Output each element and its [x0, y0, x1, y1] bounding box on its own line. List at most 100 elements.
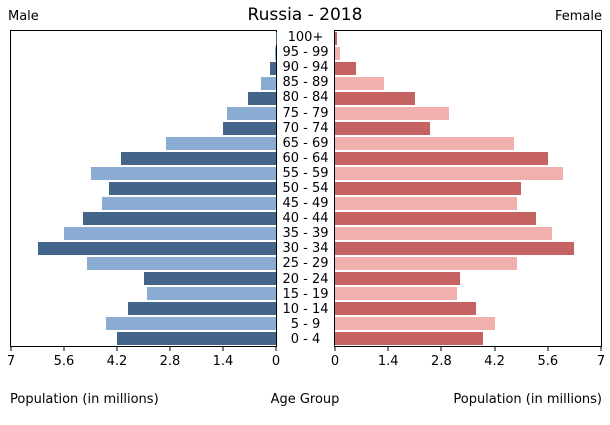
female-bar-row: [335, 121, 601, 136]
x-tick: [440, 346, 442, 351]
x-tick-label: 1.4: [212, 354, 234, 369]
male-bar-15-19: [147, 287, 276, 300]
female-bar-90-94: [335, 62, 357, 75]
male-bar-40-44: [82, 212, 276, 225]
age-group-label-35-39: 35 - 39: [282, 226, 329, 242]
male-header-label: Male: [8, 9, 39, 24]
male-bar-row: [11, 136, 276, 151]
male-bar-0-4: [117, 332, 276, 345]
male-bar-row: [11, 256, 276, 271]
male-bar-row: [11, 331, 276, 346]
female-bar-row: [335, 256, 601, 271]
female-bar-80-84: [335, 92, 415, 105]
male-bar-row: [11, 181, 276, 196]
female-bar-20-24: [335, 272, 461, 285]
male-bar-row: [11, 91, 276, 106]
male-bar-row: [11, 241, 276, 256]
female-bar-85-89: [335, 77, 385, 90]
x-tick: [494, 346, 496, 351]
x-tick-label: 5.6: [537, 354, 559, 369]
x-tick-label: 0: [330, 354, 340, 369]
x-tick-label: 5.6: [53, 354, 75, 369]
female-bar-row: [335, 106, 601, 121]
male-bar-row: [11, 106, 276, 121]
male-bar-55-59: [90, 167, 276, 180]
female-bar-25-29: [335, 257, 518, 270]
age-group-label-0-4: 0 - 4: [290, 331, 321, 347]
age-group-label-50-54: 50 - 54: [282, 180, 329, 196]
x-tick-label: 7: [596, 354, 606, 369]
age-group-label-60-64: 60 - 64: [282, 150, 329, 166]
female-bar-row: [335, 211, 601, 226]
male-bar-10-14: [128, 302, 276, 315]
female-bar-row: [335, 151, 601, 166]
male-bar-50-54: [109, 182, 276, 195]
female-bar-row: [335, 271, 601, 286]
male-bar-65-69: [166, 137, 276, 150]
x-axis-labels-row: Population (in millions) Age Group Popul…: [0, 392, 610, 412]
male-bars-container: [11, 31, 276, 346]
female-bar-row: [335, 301, 601, 316]
x-tick-label: 4.2: [484, 354, 505, 369]
x-tick-label: 2.8: [159, 354, 181, 369]
x-tick: [387, 346, 389, 351]
age-group-label-15-19: 15 - 19: [282, 286, 329, 302]
male-bar-45-49: [101, 197, 276, 210]
female-bar-100+: [335, 32, 337, 45]
female-bar-55-59: [335, 167, 563, 180]
male-bar-75-79: [226, 107, 276, 120]
age-group-label-20-24: 20 - 24: [282, 271, 329, 287]
x-tick: [116, 346, 118, 351]
female-bar-row: [335, 91, 601, 106]
x-tick: [547, 346, 549, 351]
female-header-label: Female: [554, 9, 602, 24]
female-bar-10-14: [335, 302, 476, 315]
age-group-label-90-94: 90 - 94: [282, 60, 329, 76]
x-tick-label: 1.4: [377, 354, 399, 369]
female-bar-65-69: [335, 137, 514, 150]
female-bar-row: [335, 46, 601, 61]
age-group-label-85-89: 85 - 89: [282, 75, 329, 91]
male-chart-area: 0 1.4 2.8 4.2 5.6 7: [7, 30, 280, 369]
male-bar-35-39: [64, 227, 276, 240]
age-group-label-95-99: 95 - 99: [282, 45, 329, 61]
male-bar-30-34: [37, 242, 276, 255]
x-tick: [600, 346, 602, 351]
male-bar-row: [11, 76, 276, 91]
female-bar-row: [335, 181, 601, 196]
age-group-label-10-14: 10 - 14: [282, 301, 329, 317]
age-group-label-40-44: 40 - 44: [282, 211, 329, 227]
female-bar-row: [335, 61, 601, 76]
x-tick: [275, 346, 277, 351]
chart-title: Russia - 2018: [247, 5, 363, 25]
x-tick-label: 2.8: [431, 354, 452, 369]
x-tick: [10, 346, 12, 351]
female-bar-row: [335, 136, 601, 151]
male-bar-80-84: [247, 92, 276, 105]
female-bar-row: [335, 76, 601, 91]
male-bar-row: [11, 211, 276, 226]
age-group-label-25-29: 25 - 29: [282, 256, 329, 272]
age-group-label-45-49: 45 - 49: [282, 196, 329, 212]
female-bar-60-64: [335, 152, 548, 165]
male-bar-90-94: [269, 62, 276, 75]
male-bar-row: [11, 226, 276, 241]
female-bar-row: [335, 31, 601, 46]
female-axis-title: Population (in millions): [453, 392, 602, 407]
male-bar-row: [11, 286, 276, 301]
female-bar-row: [335, 166, 601, 181]
x-tick-label: 0: [271, 354, 281, 369]
age-group-label-100+: 100+: [287, 30, 324, 46]
female-bar-row: [335, 316, 601, 331]
female-chart-area: 0 1.4 2.8 4.2 5.6 7: [331, 30, 605, 369]
age-group-label-5-9: 5 - 9: [290, 316, 321, 332]
male-bar-85-89: [260, 77, 276, 90]
female-bars-container: [335, 31, 601, 346]
x-tick-label: 4.2: [106, 354, 128, 369]
female-bar-35-39: [335, 227, 552, 240]
male-axis-title: Population (in millions): [10, 392, 159, 407]
male-bar-row: [11, 271, 276, 286]
x-tick: [222, 346, 224, 351]
male-bar-row: [11, 196, 276, 211]
